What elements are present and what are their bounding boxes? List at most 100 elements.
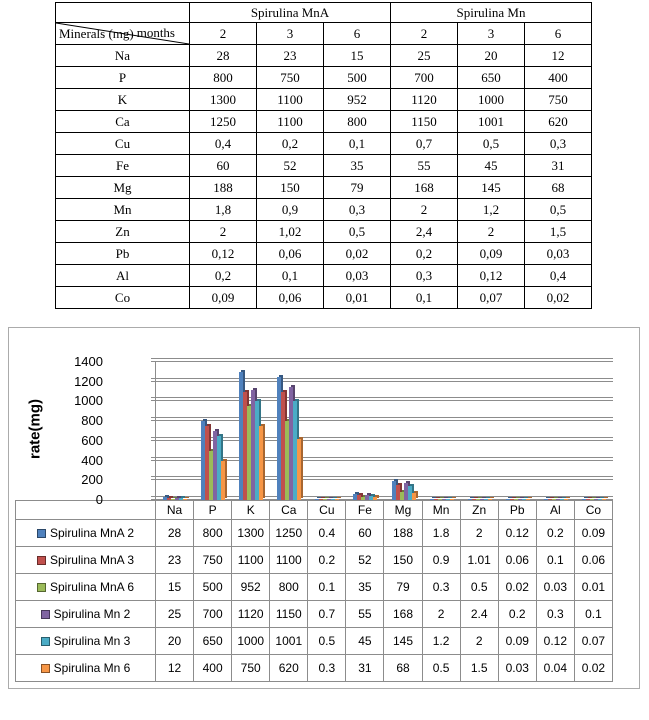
bar-pb: [505, 499, 510, 500]
series-value-cell: 52: [345, 546, 385, 574]
month-header-cell: 3: [256, 22, 324, 45]
series-value-cell: 1.5: [459, 654, 499, 682]
mineral-row: Ca 1250 1100 800 1150 1001 620: [55, 110, 592, 133]
category-label-cell: P: [193, 500, 233, 520]
bar-k: [247, 406, 252, 500]
mineral-value-cell: 0,09: [457, 242, 525, 265]
mineral-name-cell: K: [55, 88, 190, 111]
series-name-cell: Spirulina MnA 3: [15, 546, 156, 574]
series-name-label: Spirulina MnA 3: [49, 553, 135, 567]
y-axis-title: rate(mg): [26, 398, 44, 460]
y-tick-label: 1200: [74, 373, 103, 389]
bar-p: [221, 460, 226, 500]
y-tick-label: 200: [81, 472, 103, 488]
minerals-table-body: Na 28 23 15 25 20 12 P 800 750 500 700 650 400 K 1300 11…: [55, 44, 592, 309]
series-value-cell: 0.1: [307, 573, 347, 601]
mineral-value-cell: 0,4: [524, 264, 592, 287]
gridline-band: [151, 476, 613, 481]
mineral-value-cell: 0,01: [323, 286, 391, 309]
series-value-cell: 145: [383, 627, 423, 655]
bar-mn: [433, 499, 438, 500]
series-name-cell: Spirulina Mn 2: [15, 600, 156, 628]
mineral-value-cell: 0,4: [189, 132, 257, 155]
mineral-value-cell: 20: [457, 44, 525, 67]
bar-ca: [281, 391, 286, 500]
mineral-value-cell: 1,8: [189, 198, 257, 221]
bar-cu: [327, 499, 332, 500]
series-value-cell: 31: [345, 654, 385, 682]
series-value-cell: 0.5: [307, 627, 347, 655]
bar-group-pb: [499, 362, 537, 500]
bar-p: [205, 426, 210, 500]
series-value-cell: 1250: [269, 519, 309, 547]
mineral-value-cell: 0,7: [390, 132, 458, 155]
bar-na: [167, 497, 172, 500]
mineral-value-cell: 0,3: [390, 264, 458, 287]
bar-na: [179, 498, 184, 500]
category-label-cell: Na: [154, 500, 195, 520]
bar-cu: [323, 499, 328, 500]
bar-k: [243, 391, 248, 500]
mineral-value-cell: 500: [323, 66, 391, 89]
mineral-value-cell: 750: [524, 88, 592, 111]
series-value-cell: 15: [154, 573, 195, 601]
gridline-band: [151, 456, 613, 461]
y-axis-tick-labels: 0 200 400 600 800 1000 1200 1400: [65, 354, 109, 507]
gridline-band: [151, 397, 613, 402]
series-value-cell: 700: [193, 600, 233, 628]
mineral-value-cell: 145: [457, 176, 525, 199]
mineral-row: Zn 2 1,02 0,5 2,4 2 1,5: [55, 220, 592, 243]
bar-al: [547, 499, 552, 500]
bar-k: [251, 389, 256, 500]
category-label-cell: Al: [535, 500, 575, 520]
bar-mg: [399, 492, 404, 500]
mineral-value-cell: 68: [524, 176, 592, 199]
series-value-cell: 1100: [231, 546, 271, 574]
mineral-row: P 800 750 500 700 650 400: [55, 66, 592, 89]
series-value-cell: 0.04: [535, 654, 575, 682]
bar-ca: [289, 386, 294, 500]
series-value-cell: 0.4: [307, 519, 347, 547]
bar-p: [213, 431, 218, 500]
series-value-cell: 0.03: [535, 573, 575, 601]
series-value-cell: 0.3: [535, 600, 575, 628]
bar-fe: [373, 496, 378, 500]
mineral-name-cell: Mn: [55, 198, 190, 221]
mineral-value-cell: 0,06: [256, 286, 324, 309]
bar-mg: [395, 485, 400, 500]
mineral-value-cell: 0,1: [390, 286, 458, 309]
mineral-value-cell: 1250: [189, 110, 257, 133]
mineral-row: Pb 0,12 0,06 0,02 0,2 0,09 0,03: [55, 242, 592, 265]
legend-swatch: [36, 556, 46, 565]
gridline-band: [151, 436, 613, 441]
series-name-label: Spirulina Mn 3: [53, 634, 131, 648]
corner-blank-cell: [55, 2, 190, 23]
document-page: Spirulina MnA Spirulina Mn months Minera…: [0, 2, 649, 689]
bar-fe: [369, 495, 374, 500]
series-value-cell: 0.3: [421, 573, 461, 601]
series-value-cell: 68: [383, 654, 423, 682]
bar-zn: [475, 499, 480, 500]
bar-zn: [467, 499, 472, 500]
mineral-value-cell: 0,5: [323, 220, 391, 243]
diagonal-header-cell: months Minerals (mg): [55, 22, 190, 45]
gridline-band: [151, 496, 613, 500]
mineral-value-cell: 0,1: [256, 264, 324, 287]
chart-table-body: Spirulina MnA 2 28 800 1300 1250 0.4 60 188 1.8 2…: [15, 519, 614, 682]
bar-al: [555, 499, 560, 500]
series-name-cell: Spirulina Mn 6: [15, 654, 156, 682]
mineral-value-cell: 1,5: [524, 220, 592, 243]
bar-p: [201, 421, 206, 500]
bar-cu: [331, 499, 336, 500]
bar-na: [175, 497, 180, 500]
series-value-cell: 750: [193, 546, 233, 574]
series-name-label: Spirulina Mn 2: [53, 607, 131, 621]
series-value-cell: 25: [154, 600, 195, 628]
mineral-value-cell: 188: [189, 176, 257, 199]
series-value-cell: 650: [193, 627, 233, 655]
mineral-value-cell: 0,06: [256, 242, 324, 265]
mineral-value-cell: 1000: [457, 88, 525, 111]
series-value-cell: 0.2: [307, 546, 347, 574]
mineral-value-cell: 12: [524, 44, 592, 67]
mineral-value-cell: 620: [524, 110, 592, 133]
